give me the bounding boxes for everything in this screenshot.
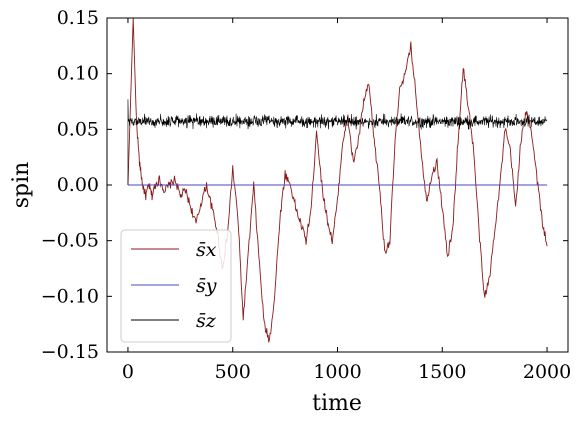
series-line-sz bbox=[127, 99, 548, 185]
legend-label: s̄y bbox=[196, 275, 217, 297]
y-tick-label: −0.15 bbox=[41, 341, 99, 363]
y-tick-label: 0.05 bbox=[57, 118, 99, 140]
legend: s̄x s̄y s̄z bbox=[120, 229, 232, 343]
x-tick-label: 1500 bbox=[418, 361, 466, 383]
y-tick-label: −0.05 bbox=[41, 230, 99, 252]
y-tick-label: 0.15 bbox=[57, 7, 99, 29]
y-tick-label: 0.00 bbox=[57, 174, 99, 196]
x-tick-label: 1000 bbox=[313, 361, 361, 383]
y-axis-label: spin bbox=[9, 162, 34, 209]
y-tick-label: −0.10 bbox=[41, 285, 99, 307]
x-tick-label: 2000 bbox=[523, 361, 571, 383]
series-line-sx bbox=[127, 18, 548, 343]
series-layer bbox=[127, 18, 548, 343]
x-tick-label: 0 bbox=[122, 361, 134, 383]
legend-box bbox=[120, 229, 232, 343]
legend-label: s̄z bbox=[196, 310, 217, 332]
y-tick-label: 0.10 bbox=[57, 63, 99, 85]
x-tick-label: 500 bbox=[215, 361, 251, 383]
x-axis-label: time bbox=[312, 391, 362, 416]
legend-label: s̄x bbox=[196, 239, 217, 261]
ticks-layer: 0 500 1000 1500 2000 −0.15 −0.10 −0.05 0.00 0.05 0… bbox=[41, 7, 571, 383]
